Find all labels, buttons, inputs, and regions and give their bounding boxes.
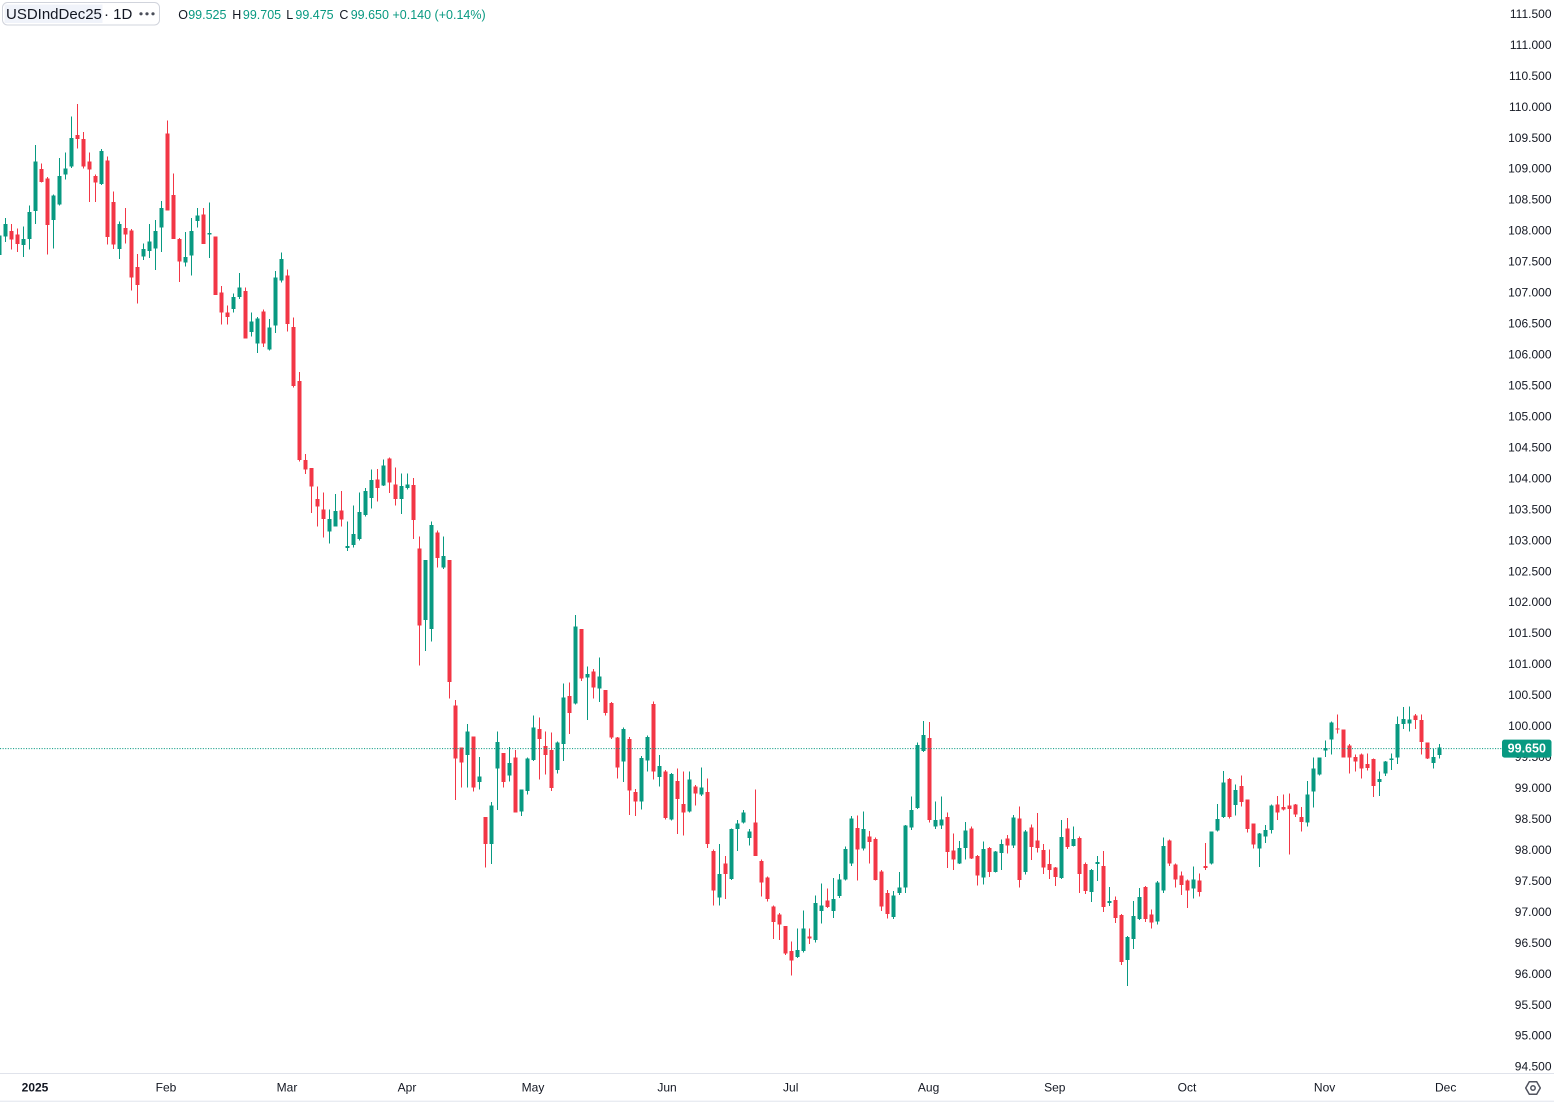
svg-text:110.000: 110.000 <box>1509 100 1552 114</box>
svg-text:Nov: Nov <box>1314 1080 1335 1094</box>
svg-text:110.500: 110.500 <box>1509 69 1552 83</box>
svg-text:103.500: 103.500 <box>1508 502 1552 516</box>
svg-text:104.500: 104.500 <box>1508 440 1552 454</box>
svg-text:95.000: 95.000 <box>1515 1029 1552 1043</box>
svg-text:95.500: 95.500 <box>1515 998 1552 1012</box>
svg-text:H: H <box>232 8 241 22</box>
svg-text:101.000: 101.000 <box>1508 657 1552 671</box>
svg-text:98.500: 98.500 <box>1515 812 1552 826</box>
svg-text:99.525: 99.525 <box>188 8 226 22</box>
svg-text:+0.140 (+0.14%): +0.140 (+0.14%) <box>393 8 486 22</box>
svg-text:100.000: 100.000 <box>1508 719 1552 733</box>
svg-text:107.000: 107.000 <box>1508 286 1552 300</box>
svg-text:106.000: 106.000 <box>1508 348 1552 362</box>
svg-text:99.650: 99.650 <box>1508 742 1546 756</box>
svg-text:99.000: 99.000 <box>1515 781 1552 795</box>
svg-text:96.000: 96.000 <box>1515 967 1552 981</box>
svg-text:101.500: 101.500 <box>1508 626 1552 640</box>
svg-text:105.500: 105.500 <box>1508 379 1552 393</box>
svg-text:96.500: 96.500 <box>1515 936 1552 950</box>
svg-text:Feb: Feb <box>156 1080 177 1094</box>
svg-text:L: L <box>286 8 293 22</box>
svg-text:Mar: Mar <box>277 1080 298 1094</box>
svg-text:99.475: 99.475 <box>295 8 333 22</box>
svg-text:103.000: 103.000 <box>1508 533 1552 547</box>
svg-text:97.000: 97.000 <box>1515 905 1552 919</box>
svg-text:109.000: 109.000 <box>1508 162 1552 176</box>
svg-text:107.500: 107.500 <box>1508 255 1552 269</box>
svg-text:O: O <box>178 8 188 22</box>
svg-text:Sep: Sep <box>1044 1080 1066 1094</box>
svg-text:C: C <box>339 8 348 22</box>
svg-text:108.500: 108.500 <box>1508 193 1552 207</box>
svg-text:Oct: Oct <box>1178 1080 1197 1094</box>
svg-text:· 1D: · 1D <box>104 6 133 23</box>
svg-text:Jul: Jul <box>783 1080 798 1094</box>
svg-text:106.500: 106.500 <box>1508 317 1552 331</box>
svg-text:109.500: 109.500 <box>1508 131 1552 145</box>
svg-text:Dec: Dec <box>1435 1080 1456 1094</box>
svg-text:99.705: 99.705 <box>243 8 281 22</box>
svg-text:May: May <box>522 1080 545 1094</box>
svg-text:108.000: 108.000 <box>1508 224 1552 238</box>
svg-text:111.000: 111.000 <box>1510 38 1552 52</box>
svg-text:99.650: 99.650 <box>351 8 389 22</box>
svg-text:98.000: 98.000 <box>1515 843 1552 857</box>
svg-text:105.000: 105.000 <box>1508 409 1552 423</box>
svg-text:100.500: 100.500 <box>1508 688 1552 702</box>
svg-text:94.500: 94.500 <box>1515 1060 1552 1074</box>
svg-text:Apr: Apr <box>398 1080 417 1094</box>
svg-text:USDIndDec25: USDIndDec25 <box>6 6 102 23</box>
svg-text:104.000: 104.000 <box>1508 471 1552 485</box>
svg-text:102.500: 102.500 <box>1508 564 1552 578</box>
svg-text:102.000: 102.000 <box>1508 595 1552 609</box>
svg-text:111.500: 111.500 <box>1510 7 1552 21</box>
svg-text:97.500: 97.500 <box>1515 874 1552 888</box>
svg-text:Jun: Jun <box>657 1080 676 1094</box>
svg-text:2025: 2025 <box>22 1080 49 1094</box>
svg-text:Aug: Aug <box>918 1080 939 1094</box>
